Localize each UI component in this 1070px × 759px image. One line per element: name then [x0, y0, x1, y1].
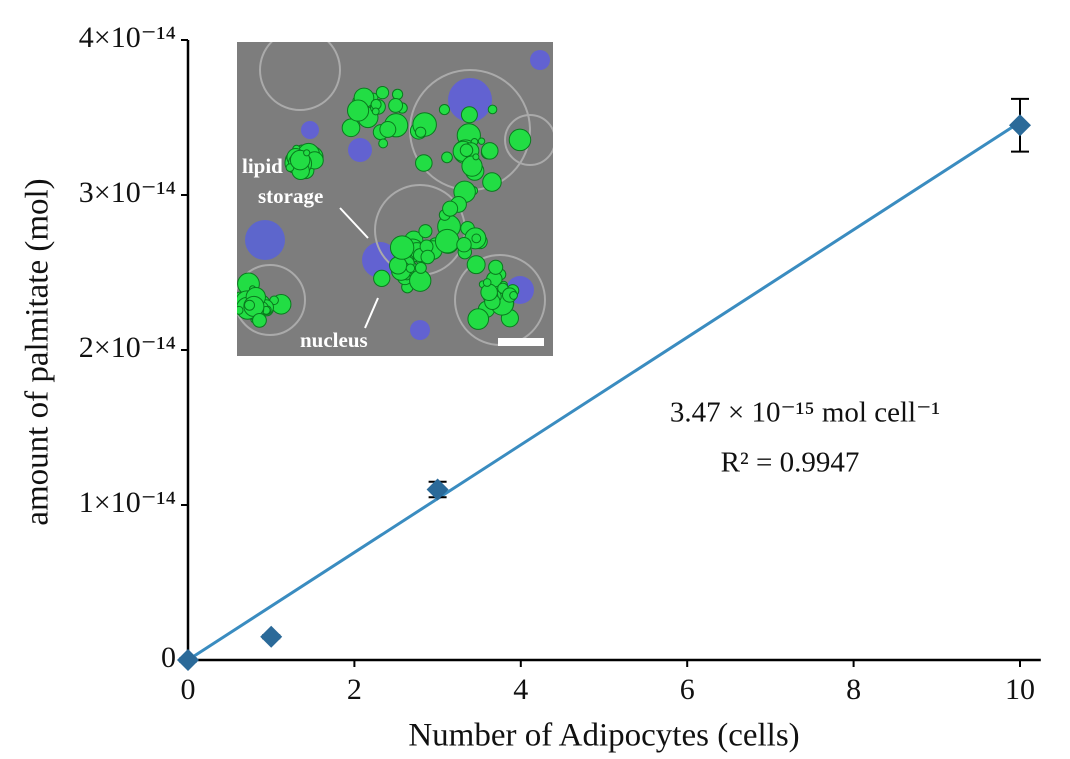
- lipid-droplet: [390, 236, 413, 259]
- lipid-droplet: [376, 86, 388, 98]
- inset-label: nucleus: [300, 328, 368, 352]
- lipid-droplet: [460, 144, 472, 156]
- nucleus-blob: [410, 320, 430, 340]
- lipid-droplet: [374, 270, 390, 286]
- y-tick-label: 4×10⁻¹⁴: [79, 21, 176, 54]
- lipid-droplet: [457, 238, 471, 252]
- lipid-droplet: [372, 108, 379, 115]
- data-point: [260, 626, 282, 648]
- lipid-droplet: [419, 225, 432, 238]
- data-point: [177, 649, 199, 671]
- lipid-droplet: [421, 250, 434, 263]
- data-point: [1009, 114, 1031, 136]
- lipid-droplet: [478, 138, 484, 144]
- x-tick-label: 4: [513, 673, 528, 706]
- x-axis-label: Number of Adipocytes (cells): [408, 718, 799, 754]
- y-tick-label: 2×10⁻¹⁴: [79, 331, 176, 364]
- nucleus-blob: [348, 138, 372, 162]
- lipid-droplet: [435, 229, 459, 253]
- x-tick-label: 6: [680, 673, 695, 706]
- nucleus-blob: [530, 50, 550, 70]
- x-tick-label: 8: [846, 673, 861, 706]
- lipid-droplet: [389, 99, 403, 113]
- lipid-droplet: [467, 256, 485, 274]
- nucleus-blob: [245, 220, 285, 260]
- scale-bar: [498, 338, 544, 346]
- lipid-droplet: [406, 264, 414, 272]
- lipid-droplet: [380, 121, 396, 137]
- y-tick-label: 0: [161, 641, 176, 674]
- lipid-droplet: [472, 234, 481, 243]
- lipid-droplet: [342, 119, 360, 137]
- lipid-droplet: [442, 152, 453, 163]
- lipid-droplet: [473, 154, 479, 160]
- lipid-droplet: [443, 201, 458, 216]
- lipid-droplet: [468, 309, 489, 330]
- lipid-droplet: [488, 105, 497, 114]
- inset-image: lipid storage nucleus: [235, 30, 555, 356]
- lipid-droplet: [483, 279, 491, 287]
- lipid-droplet: [348, 100, 369, 121]
- lipid-droplet: [461, 107, 477, 123]
- nucleus-blob: [301, 121, 319, 139]
- x-tick-label: 0: [181, 673, 196, 706]
- y-axis-label: amount of palmitate (mol): [20, 178, 56, 525]
- lipid-droplet: [235, 306, 243, 314]
- y-tick-label: 1×10⁻¹⁴: [79, 486, 176, 519]
- lipid-droplet: [304, 150, 310, 156]
- lipid-droplet: [483, 173, 502, 192]
- lipid-droplet: [416, 155, 433, 172]
- lipid-droplet: [415, 127, 425, 137]
- inset-label: lipid: [242, 154, 283, 178]
- chart: lipid storage nucleus Number of Adipocytes…: [0, 0, 1070, 759]
- lipid-droplet: [509, 129, 530, 150]
- lipid-droplet: [415, 262, 426, 273]
- lipid-droplet: [481, 284, 498, 301]
- inset-label: storage: [258, 184, 323, 208]
- lipid-droplet: [379, 139, 388, 148]
- lipid-droplet: [462, 156, 482, 176]
- page: {"chart_data": { "type": "scatter", "x_l…: [0, 0, 1070, 759]
- fit-annotation: R² = 0.9947: [721, 447, 860, 479]
- lipid-droplet: [253, 313, 267, 327]
- lipid-droplet: [392, 89, 402, 99]
- lipid-droplet: [510, 292, 518, 300]
- fit-annotation: 3.47 × 10⁻¹⁵ mol cell⁻¹: [670, 397, 940, 429]
- y-tick-label: 3×10⁻¹⁴: [79, 176, 176, 209]
- x-tick-label: 2: [347, 673, 362, 706]
- lipid-droplet: [489, 260, 503, 274]
- lipid-droplet: [244, 300, 254, 310]
- lipid-droplet: [481, 143, 498, 160]
- x-tick-label: 10: [1005, 673, 1035, 706]
- lipid-droplet: [439, 105, 449, 115]
